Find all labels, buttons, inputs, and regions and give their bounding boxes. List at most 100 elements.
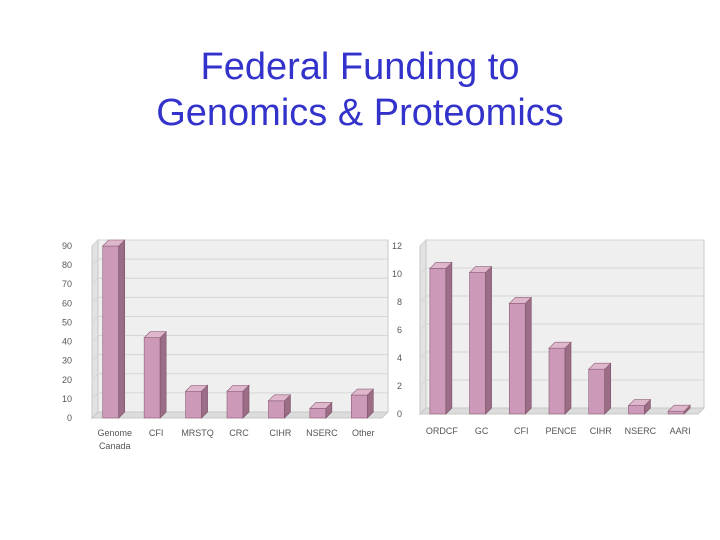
genomics-bar-top [101, 239, 126, 247]
genomics-bar-top [184, 384, 209, 392]
genomics-bar-front [350, 394, 368, 419]
proteomics-bar-gc [468, 265, 493, 415]
proteomics-bar-pence [548, 341, 572, 415]
proteomics-category-label: PENCE [545, 426, 576, 436]
genomics-bar-nserc [309, 401, 333, 419]
genomics-gridline-side [91, 277, 99, 285]
genomics-gridline-side [91, 335, 99, 342]
genomics-category-label: MRSTQ [181, 428, 214, 438]
genomics-gridline-side [91, 392, 99, 400]
genomics-bar-top [143, 331, 167, 339]
genomics-ytick-label: 30 [62, 356, 72, 366]
proteomics-bar-front [667, 410, 685, 415]
proteomics-chart: 0 2 4 6 8 10 12 ORDCF GC CFI PENCE CIHR NSERC AARI [392, 238, 706, 436]
proteomics-category-label: AARI [670, 426, 691, 436]
proteomics-ytick-label: 10 [392, 269, 402, 279]
genomics-ytick-label: 80 [62, 260, 72, 270]
genomics-bar-crc [226, 384, 250, 419]
genomics-bar-side [159, 331, 167, 419]
proteomics-category-label: GC [475, 426, 489, 436]
genomics-bar-front [268, 400, 285, 419]
genomics-bar-cihr [267, 394, 292, 419]
genomics-ytick-label: 60 [62, 298, 72, 308]
genomics-bar-other [350, 388, 375, 419]
proteomics-gridline-side [419, 239, 427, 247]
proteomics-gridline-side [419, 379, 427, 387]
proteomics-gridline-side [419, 323, 427, 331]
proteomics-bar-side [564, 341, 572, 415]
genomics-category-label: CIHR [269, 428, 291, 438]
genomics-bar-front [309, 408, 327, 419]
proteomics-bar-top [587, 362, 612, 370]
proteomics-bar-front [429, 268, 447, 415]
genomics-bar-top [309, 402, 333, 409]
genomics-bar-front [226, 390, 244, 419]
proteomics-bar-cihr [587, 362, 612, 415]
proteomics-ytick-label: 12 [392, 241, 402, 251]
genomics-gridline-side [91, 296, 99, 304]
proteomics-gridline-side [419, 351, 427, 359]
genomics-category-label: Genome [97, 428, 132, 438]
genomics-bar-front [143, 337, 161, 419]
proteomics-ytick-label: 8 [397, 297, 402, 307]
genomics-bar-top [350, 388, 375, 396]
proteomics-bar-front [508, 303, 526, 415]
genomics-category-label: CFI [149, 428, 164, 438]
proteomics-ytick-label: 6 [397, 325, 402, 335]
proteomics-bar-side [485, 265, 492, 415]
genomics-ytick-label: 10 [62, 394, 72, 404]
genomics-gridline-side [91, 354, 99, 362]
proteomics-bar-front [628, 405, 645, 415]
slide-title-line-1: Federal Funding to [200, 46, 520, 88]
genomics-gridline-side [91, 373, 99, 381]
proteomics-bar-front [548, 347, 566, 415]
genomics-plot-side-wall [91, 238, 99, 420]
genomics-gridline-side [91, 239, 99, 247]
proteomics-bar-side [604, 362, 612, 415]
genomics-bar-top [226, 384, 250, 392]
genomics-category-label: CRC [229, 428, 249, 438]
genomics-bar-mrstq [184, 384, 209, 419]
proteomics-bar-side [445, 261, 453, 415]
proteomics-category-label: CIHR [590, 426, 612, 436]
proteomics-bar-front [469, 272, 486, 415]
genomics-bar-genome-canada [101, 239, 126, 419]
genomics-ytick-label: 20 [62, 375, 72, 385]
genomics-bar-side [118, 239, 126, 419]
proteomics-bar-ordcf [429, 261, 453, 415]
proteomics-bar-nserc [627, 398, 652, 415]
proteomics-bar-top [468, 266, 493, 273]
slide-title-line-2: Genomics & Proteomics [156, 92, 564, 134]
genomics-gridline-side [91, 258, 99, 266]
proteomics-bar-cfi [508, 296, 533, 415]
proteomics-ytick-label: 0 [397, 409, 402, 419]
genomics-category-label: Canada [99, 441, 131, 451]
genomics-gridline-side [91, 316, 99, 323]
genomics-ytick-label: 40 [62, 337, 72, 347]
proteomics-bar-top [508, 297, 533, 304]
genomics-bar-cfi [143, 331, 167, 419]
genomics-ytick-label: 0 [67, 413, 72, 423]
proteomics-bar-side [524, 296, 532, 415]
genomics-ytick-label: 50 [62, 317, 72, 327]
proteomics-ytick-label: 2 [397, 381, 402, 391]
proteomics-bar-top [627, 399, 652, 406]
genomics-ytick-label: 90 [62, 241, 72, 251]
proteomics-bar-front [588, 368, 606, 415]
genomics-bar-front [102, 245, 120, 419]
slide-title: Federal Funding to Genomics & Proteomics [0, 44, 720, 136]
proteomics-bar-top [429, 262, 453, 269]
genomics-ytick-label: 70 [62, 279, 72, 289]
genomics-chart: 0 10 20 30 40 50 60 70 80 90 Genome Canada CFI MRSTQ C… [62, 238, 390, 451]
genomics-category-label: Other [352, 428, 375, 438]
proteomics-gridline-side [419, 267, 427, 275]
proteomics-category-label: NSERC [625, 426, 657, 436]
proteomics-category-label: CFI [514, 426, 529, 436]
proteomics-gridline-side [419, 295, 427, 303]
proteomics-bar-top [548, 341, 572, 349]
genomics-category-label: NSERC [306, 428, 338, 438]
genomics-bar-top [267, 394, 292, 402]
proteomics-bar-top [667, 404, 691, 412]
proteomics-category-label: ORDCF [426, 426, 458, 436]
